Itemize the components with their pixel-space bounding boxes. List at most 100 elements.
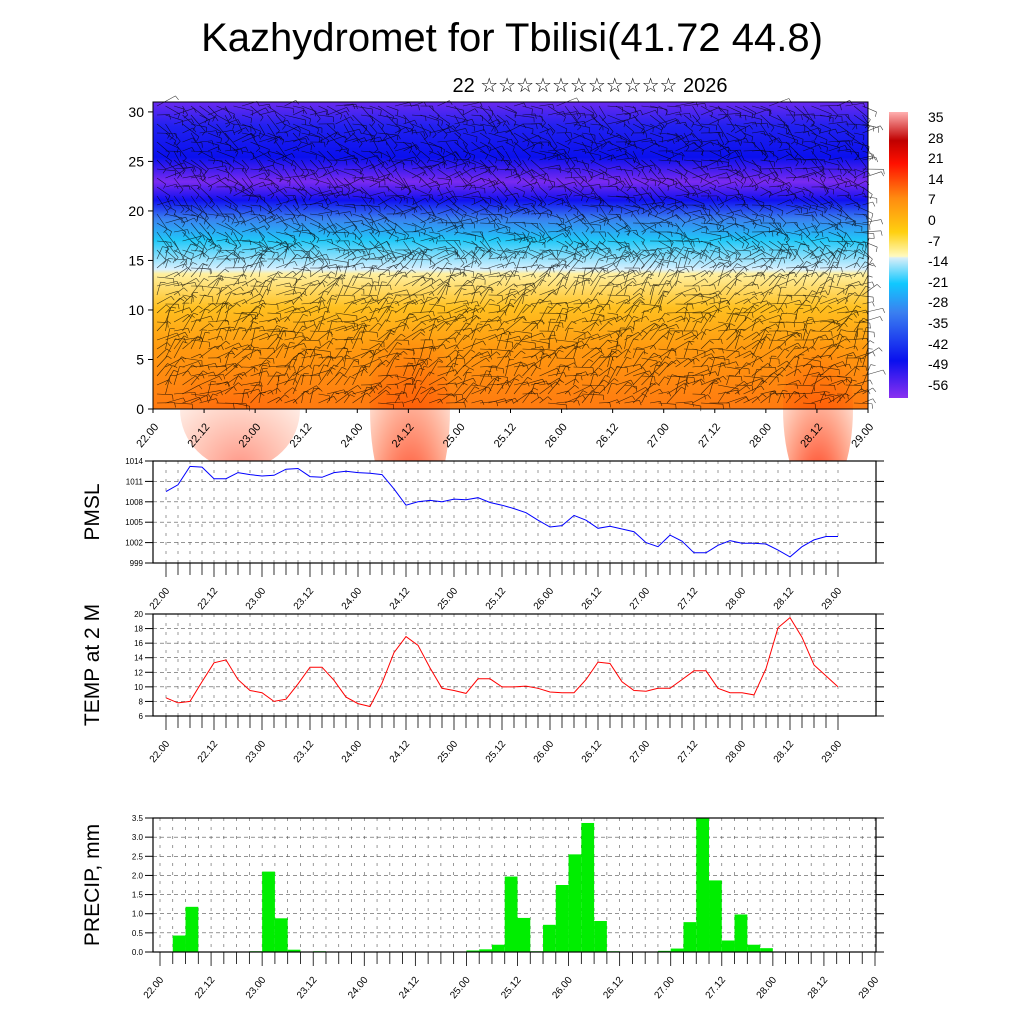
wind-barb: [173, 177, 184, 190]
wind-barb-flag: [197, 235, 202, 241]
wind-barb: [377, 385, 388, 395]
wind-barb: [437, 114, 450, 124]
wind-barb: [700, 123, 717, 126]
wind-barb-flag: [672, 257, 676, 263]
wind-barb: [505, 123, 519, 143]
wind-barb-flag: [404, 213, 406, 219]
wind-barb-flag: [266, 370, 270, 376]
wind-barb: [513, 257, 521, 278]
wind-barb: [700, 159, 718, 162]
wind-barb: [658, 252, 666, 269]
wind-barb: [199, 294, 205, 305]
wind-barb-flag: [696, 330, 698, 336]
wind-barb-flag: [438, 358, 443, 362]
wind-barb-flag: [429, 259, 432, 266]
wind-barb: [573, 331, 588, 341]
wind-barb-flag: [388, 374, 393, 379]
wind-barb-flag: [669, 269, 675, 272]
wind-barb: [165, 365, 173, 377]
wind-barb: [590, 114, 603, 127]
wind-barb-flag: [567, 169, 572, 174]
wind-barb: [224, 213, 234, 221]
wind-barb: [522, 182, 538, 188]
wind-barb-flag: [231, 230, 233, 236]
wind-barb: [624, 316, 635, 332]
wind-barb: [165, 141, 179, 149]
wind-barb: [632, 347, 638, 359]
wind-barb: [377, 402, 394, 405]
wind-barb-flag: [212, 302, 217, 307]
wind-barb: [624, 384, 637, 387]
wind-barb: [462, 231, 484, 238]
wind-barb: [233, 114, 243, 131]
wind-barb-flag: [405, 127, 410, 132]
wind-barb-flag: [683, 246, 689, 249]
wind-barb: [301, 186, 312, 197]
wind-barb-flag: [535, 355, 538, 361]
wind-barb: [343, 123, 351, 137]
wind-barb: [700, 329, 707, 341]
wind-barb: [649, 361, 660, 368]
wind-barb-flag: [427, 357, 433, 361]
wind-barb-flag: [473, 155, 475, 161]
wind-barb-flag: [608, 321, 613, 326]
wind-barb: [471, 285, 482, 296]
wind-barb-flag: [756, 396, 760, 401]
wind-barb-flag: [630, 328, 633, 334]
wind-barb: [224, 159, 235, 169]
wind-barb-flag: [276, 371, 282, 375]
wind-barb: [768, 189, 787, 197]
wind-barb: [275, 282, 290, 287]
wind-barb: [250, 204, 261, 207]
wind-barb-flag: [447, 262, 452, 265]
wind-barb-flag: [256, 280, 262, 283]
wind-barb: [556, 245, 564, 260]
wind-barb: [207, 231, 215, 244]
wind-barb-flag: [407, 340, 410, 346]
wind-barb: [734, 384, 753, 387]
wind-barb: [369, 213, 380, 232]
wind-barb: [173, 335, 185, 350]
wind-barb-flag: [389, 284, 392, 290]
wind-barb: [726, 168, 746, 179]
wind-barb-flag: [622, 180, 626, 186]
wind-barb: [411, 240, 428, 249]
wind-barb-flag: [632, 270, 636, 275]
wind-barb-flag: [542, 346, 545, 352]
wind-barb: [556, 193, 567, 197]
wind-barb-flag: [308, 364, 313, 369]
wind-barb-flag: [232, 114, 235, 120]
wind-barb: [216, 276, 222, 287]
wind-barb-flag: [354, 176, 356, 182]
wind-barb: [394, 186, 410, 189]
wind-barb: [445, 186, 457, 202]
wind-barb: [675, 101, 697, 107]
wind-barb: [479, 334, 496, 341]
wind-barb: [496, 240, 507, 257]
wind-barb: [658, 348, 676, 352]
wind-barb-flag: [203, 278, 209, 282]
wind-barb-flag: [315, 172, 319, 178]
wind-barb-flag: [552, 291, 557, 296]
wind-barb: [224, 240, 237, 247]
wind-barb-flag: [711, 353, 715, 358]
wind-barb: [615, 381, 629, 395]
wind-barb: [182, 231, 198, 248]
wind-barb: [471, 145, 487, 152]
wind-barb: [658, 195, 676, 200]
wind-barb: [777, 105, 795, 113]
wind-barb: [318, 204, 333, 212]
wind-barb: [284, 126, 299, 134]
wind-barb: [386, 352, 398, 368]
wind-barb: [258, 357, 274, 360]
wind-barb: [403, 204, 415, 209]
wind-barb-flag: [489, 254, 493, 259]
wind-barb: [428, 195, 439, 204]
wind-barb-flag: [711, 349, 715, 354]
wind-barb: [581, 298, 597, 305]
wind-barb: [530, 320, 541, 332]
wind-barb: [539, 306, 548, 323]
wind-barb-flag: [660, 401, 663, 407]
wind-barb: [564, 259, 580, 278]
wind-barb-flag: [381, 124, 385, 130]
